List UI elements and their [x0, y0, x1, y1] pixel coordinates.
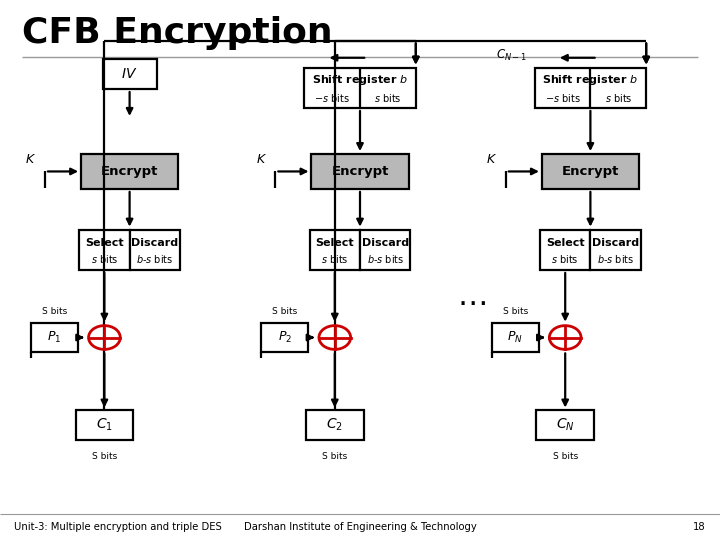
- Text: Discard: Discard: [131, 238, 179, 248]
- Text: $C_{1}$: $C_{1}$: [96, 417, 113, 434]
- Text: $K$: $K$: [256, 153, 266, 166]
- Bar: [310, 230, 360, 270]
- Text: $\cdots$: $\cdots$: [457, 288, 486, 317]
- Text: Select: Select: [546, 238, 585, 248]
- Bar: [31, 323, 78, 353]
- Text: S bits: S bits: [272, 307, 297, 316]
- Bar: [79, 230, 130, 270]
- Text: $IV$: $IV$: [122, 68, 138, 81]
- Text: 18: 18: [693, 522, 706, 531]
- Text: $s$ bits: $s$ bits: [321, 253, 348, 265]
- Text: $s$ bits: $s$ bits: [91, 253, 118, 265]
- Bar: [311, 154, 409, 189]
- Text: $s$ bits: $s$ bits: [374, 92, 402, 104]
- Text: Encrypt: Encrypt: [101, 165, 158, 178]
- Text: $K$: $K$: [486, 153, 497, 166]
- Text: Shift register $b$: Shift register $b$: [312, 73, 408, 87]
- Bar: [81, 154, 179, 189]
- Text: $s$ bits: $s$ bits: [552, 253, 579, 265]
- Text: Encrypt: Encrypt: [562, 165, 619, 178]
- Text: Discard: Discard: [592, 238, 639, 248]
- Text: $P_{N}$: $P_{N}$: [507, 330, 523, 345]
- Bar: [492, 323, 539, 353]
- Text: Shift register $b$: Shift register $b$: [542, 73, 639, 87]
- Text: Encrypt: Encrypt: [331, 165, 389, 178]
- Text: $b$-$s$ bits: $b$-$s$ bits: [597, 253, 634, 265]
- Bar: [76, 410, 133, 440]
- Bar: [130, 230, 180, 270]
- Bar: [541, 154, 639, 189]
- Text: $b$-$s$ bits: $b$-$s$ bits: [136, 253, 174, 265]
- Text: S bits: S bits: [503, 307, 528, 316]
- Bar: [536, 410, 594, 440]
- Text: Darshan Institute of Engineering & Technology: Darshan Institute of Engineering & Techn…: [243, 522, 477, 531]
- Bar: [590, 230, 641, 270]
- Text: S bits: S bits: [322, 452, 348, 461]
- Text: $b$-$s$ bits: $b$-$s$ bits: [366, 253, 404, 265]
- Text: S bits: S bits: [42, 307, 67, 316]
- Text: $-s$ bits: $-s$ bits: [314, 92, 350, 104]
- Bar: [304, 68, 416, 108]
- Text: $C_{2}$: $C_{2}$: [326, 417, 343, 434]
- Text: S bits: S bits: [91, 452, 117, 461]
- Bar: [306, 410, 364, 440]
- Text: CFB Encryption: CFB Encryption: [22, 16, 332, 50]
- Text: S bits: S bits: [552, 452, 578, 461]
- Text: $C_{N-1}$: $C_{N-1}$: [497, 48, 527, 63]
- Text: $K$: $K$: [25, 153, 36, 166]
- Text: $P_{2}$: $P_{2}$: [278, 330, 292, 345]
- Bar: [261, 323, 308, 353]
- Text: $C_{N}$: $C_{N}$: [556, 417, 575, 434]
- Bar: [102, 59, 156, 89]
- Text: Discard: Discard: [361, 238, 409, 248]
- Bar: [534, 68, 647, 108]
- Text: Select: Select: [85, 238, 124, 248]
- Text: Select: Select: [315, 238, 354, 248]
- Text: $-s$ bits: $-s$ bits: [544, 92, 580, 104]
- Text: Unit-3: Multiple encryption and triple DES: Unit-3: Multiple encryption and triple D…: [14, 522, 222, 531]
- Text: $s$ bits: $s$ bits: [605, 92, 632, 104]
- Bar: [360, 230, 410, 270]
- Bar: [540, 230, 590, 270]
- Text: $P_{1}$: $P_{1}$: [48, 330, 61, 345]
